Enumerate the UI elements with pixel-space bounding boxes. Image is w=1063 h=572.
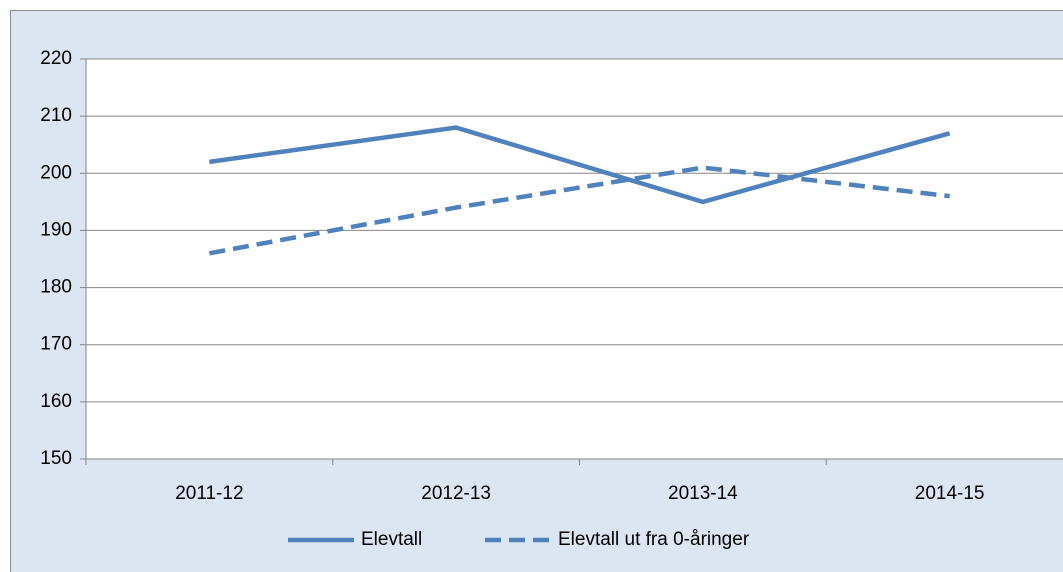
y-tick-label: 180 (40, 277, 72, 298)
x-tick-label: 2013-14 (668, 483, 738, 504)
y-tick-label: 160 (40, 391, 72, 412)
x-tick-label: 2011-12 (175, 483, 243, 504)
line-series (209, 125, 951, 205)
legend-label: Elevtall (361, 529, 422, 550)
y-tick-label: 220 (40, 48, 72, 69)
x-tick-label: 2012-13 (421, 483, 491, 504)
y-tick-label: 200 (40, 162, 72, 183)
y-tick-label: 210 (40, 105, 72, 126)
line-series (208, 165, 950, 256)
legend-label: Elevtall ut fra 0-åringer (558, 529, 750, 550)
plot-area (86, 59, 1063, 459)
y-tick-label: 170 (40, 334, 72, 355)
x-tick-label: 2014-15 (915, 483, 985, 504)
y-tick-label: 150 (40, 448, 72, 469)
y-tick-label: 190 (40, 219, 72, 240)
